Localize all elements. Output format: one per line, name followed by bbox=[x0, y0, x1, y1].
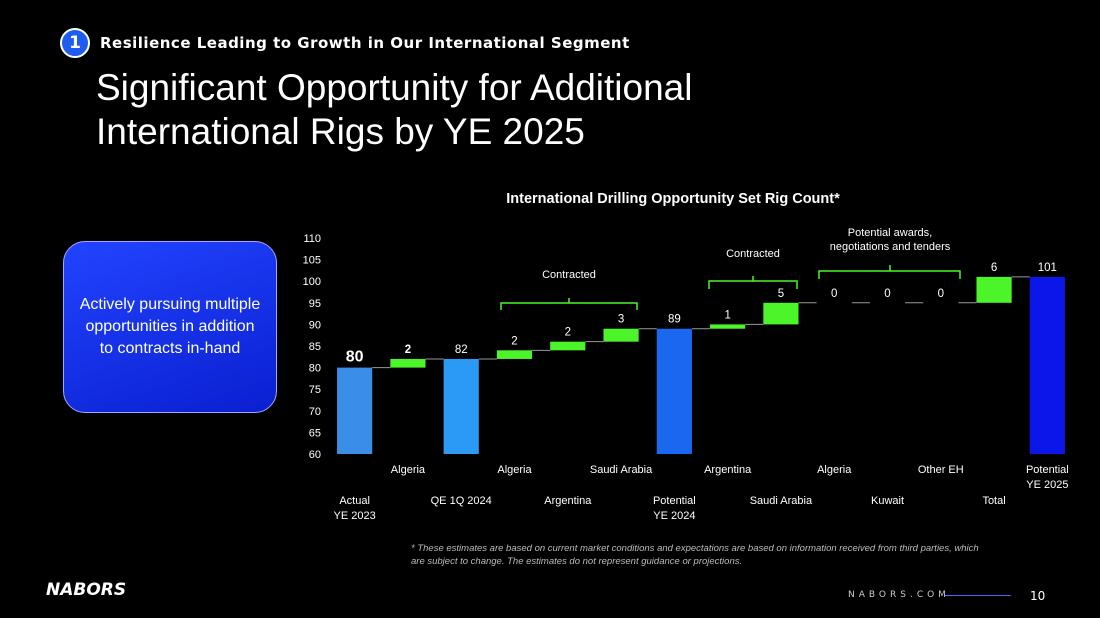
x-tick-label: Argentina bbox=[704, 464, 752, 476]
callout: Actively pursuing multiple opportunities… bbox=[63, 241, 277, 413]
annotation-line: negotiations and tenders bbox=[830, 241, 951, 253]
y-tick-label: 60 bbox=[309, 449, 321, 461]
y-tick-label: 85 bbox=[309, 341, 321, 353]
annotation: Contracted bbox=[726, 248, 780, 260]
x-tick-label: Kuwait bbox=[870, 495, 905, 507]
value-label: 2 bbox=[565, 327, 571, 339]
x-tick-label: Saudi Arabia bbox=[589, 464, 653, 476]
value-label: 0 bbox=[831, 288, 837, 300]
bar bbox=[763, 302, 799, 325]
value-label: 2 bbox=[405, 344, 411, 356]
bracket bbox=[500, 298, 638, 310]
bar bbox=[976, 276, 1012, 303]
footnote: * These estimates are based on current m… bbox=[411, 543, 979, 567]
annotation: Potential awards, negotiations and tender… bbox=[830, 227, 951, 253]
value-label: 3 bbox=[618, 314, 624, 326]
x-tick-label: Total bbox=[982, 495, 1006, 507]
kicker: Resilience Leading to Growth in Our Inte… bbox=[100, 34, 630, 52]
title: Significant Opportunity for Additional I… bbox=[96, 67, 693, 152]
site: NABORS.COM bbox=[848, 590, 950, 600]
y-tick-label: 80 bbox=[309, 363, 321, 375]
y-tick-label: 100 bbox=[303, 276, 321, 288]
x-tick-label: Algeria bbox=[497, 464, 532, 476]
bar bbox=[443, 358, 479, 454]
y-tick-label: 90 bbox=[309, 319, 321, 331]
x-tick-label: Argentina bbox=[544, 495, 592, 507]
bar bbox=[496, 350, 533, 359]
x-tick-label: Algeria bbox=[390, 464, 426, 476]
y-tick-label: 95 bbox=[309, 298, 321, 310]
y-tick-label: 70 bbox=[309, 406, 321, 418]
bar bbox=[656, 328, 692, 454]
bar bbox=[1029, 276, 1065, 454]
value-label: 89 bbox=[668, 314, 681, 326]
x-tick-label: Saudi Arabia bbox=[749, 495, 813, 507]
value-label: 5 bbox=[778, 288, 784, 300]
divider bbox=[945, 595, 1011, 596]
bar bbox=[390, 358, 426, 368]
value-label: 0 bbox=[938, 288, 944, 300]
bar bbox=[710, 324, 746, 329]
x-tick-label: Potential YE 2024 bbox=[652, 495, 696, 522]
x-tick-label: Actual YE 2023 bbox=[333, 495, 376, 522]
x-tick-label: Algeria bbox=[817, 464, 852, 476]
y-tick-label: 110 bbox=[303, 233, 321, 245]
x-tick-label: QE 1Q 2024 bbox=[430, 495, 492, 507]
annotation: Contracted bbox=[542, 269, 596, 281]
logo: NABORS bbox=[46, 580, 127, 600]
page-number: 10 bbox=[1030, 589, 1046, 603]
badge: 1 bbox=[60, 28, 90, 58]
y-tick-label: 75 bbox=[309, 384, 321, 396]
value-label: 6 bbox=[991, 262, 997, 274]
value-label: 0 bbox=[884, 288, 890, 300]
bar bbox=[603, 328, 639, 342]
value-label: 1 bbox=[724, 309, 730, 321]
y-tick-label: 65 bbox=[309, 427, 321, 439]
value-label: 82 bbox=[455, 344, 468, 356]
bar bbox=[550, 341, 586, 351]
bracket bbox=[818, 265, 961, 279]
chart-title: International Drilling Opportunity Set R… bbox=[506, 191, 840, 207]
bar bbox=[337, 367, 373, 454]
y-tick-label: 105 bbox=[303, 255, 321, 267]
value-label: 101 bbox=[1038, 262, 1057, 274]
annotation-line: Potential awards, bbox=[848, 227, 932, 239]
bracket bbox=[708, 276, 798, 289]
x-tick-label: Potential YE 2025 bbox=[1025, 464, 1069, 491]
value-label: 2 bbox=[511, 335, 517, 347]
value-label: 80 bbox=[346, 349, 364, 366]
x-tick-label: Other EH bbox=[917, 464, 964, 476]
